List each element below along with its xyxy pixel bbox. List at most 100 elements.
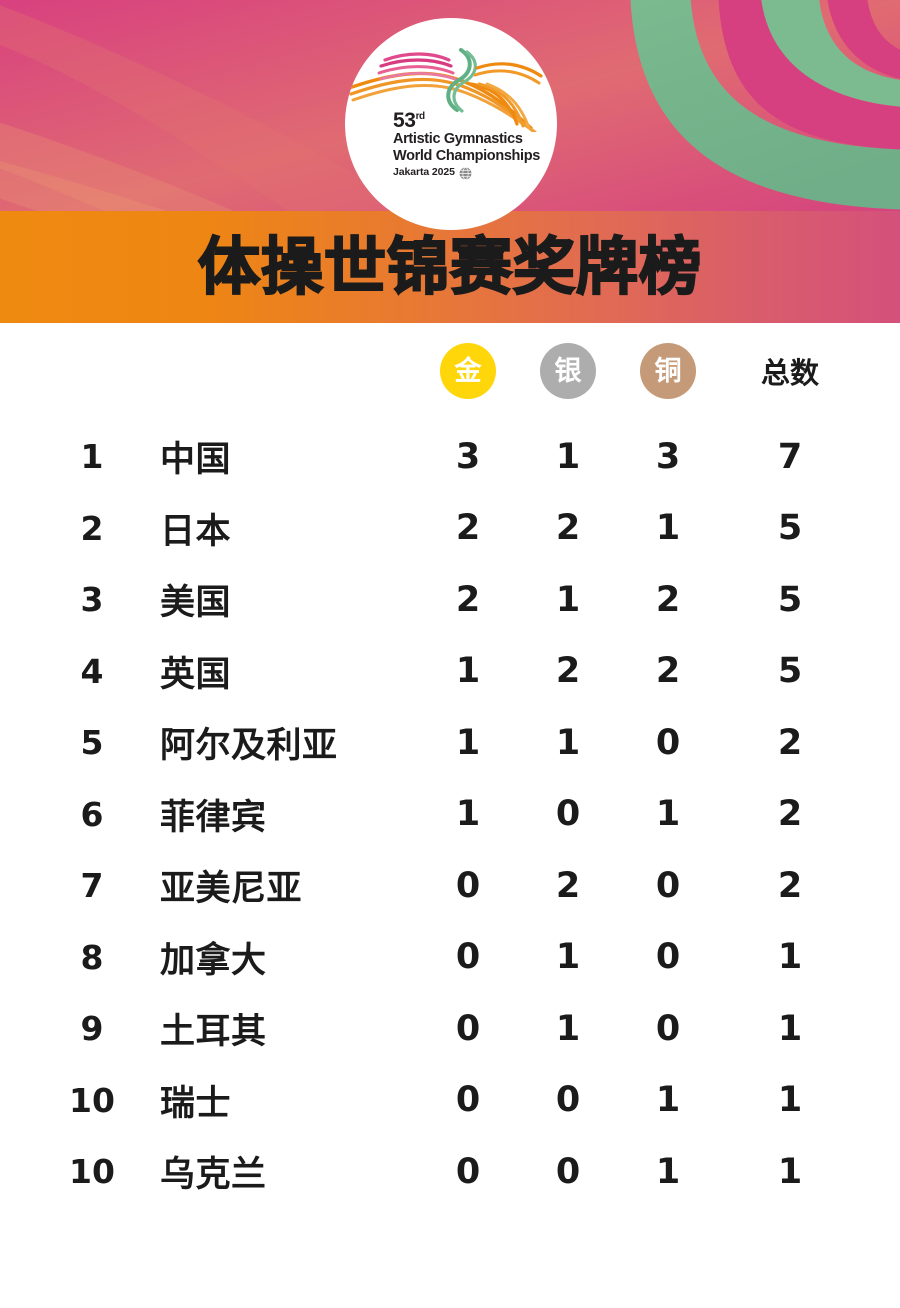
row-gold-count: 0 bbox=[455, 1151, 481, 1192]
table-row: 9 土耳其 0 1 0 1 bbox=[0, 993, 900, 1065]
row-total-count: 2 bbox=[777, 722, 803, 763]
table-row: 4 英国 1 2 2 5 bbox=[0, 636, 900, 708]
table-row: 6 菲律宾 1 0 1 2 bbox=[0, 779, 900, 851]
row-bronze-count: 0 bbox=[655, 865, 681, 906]
logo-line-1: Artistic Gymnastics bbox=[393, 131, 523, 147]
row-silver-count: 1 bbox=[555, 579, 581, 620]
row-silver-count: 2 bbox=[555, 508, 581, 549]
row-rank: 9 bbox=[80, 1009, 104, 1049]
row-bronze-count: 1 bbox=[655, 1080, 681, 1121]
table-row: 10 乌克兰 0 0 1 1 bbox=[0, 1136, 900, 1208]
hero-banner: 53rd Artistic Gymnastics World Champions… bbox=[0, 0, 900, 230]
logo-host-year: Jakarta 2025 bbox=[393, 166, 455, 179]
row-total-count: 5 bbox=[777, 508, 803, 549]
row-country: 美国 bbox=[160, 583, 232, 624]
row-silver-count: 0 bbox=[555, 1080, 581, 1121]
row-rank: 5 bbox=[80, 723, 104, 763]
row-silver-count: 0 bbox=[555, 794, 581, 835]
row-rank: 4 bbox=[80, 651, 104, 691]
row-rank: 1 bbox=[80, 437, 104, 477]
table-row: 5 阿尔及利亚 1 1 0 2 bbox=[0, 707, 900, 779]
bronze-header-label: 铜 bbox=[654, 355, 682, 387]
table-row: 3 美国 2 1 2 5 bbox=[0, 564, 900, 636]
row-silver-count: 1 bbox=[555, 722, 581, 763]
table-row: 7 亚美尼亚 0 2 0 2 bbox=[0, 850, 900, 922]
medal-table: 金 银 铜 总数 1 中国 3 1 3 7 2 日本 2 2 1 5 3 美国 2 1 2 5 4 英国 1 2 2 5 5 阿尔… bbox=[0, 323, 900, 1208]
row-country: 菲律宾 bbox=[160, 797, 267, 838]
row-country: 英国 bbox=[160, 654, 232, 695]
bronze-medal-icon: 铜 bbox=[640, 343, 696, 399]
silver-medal-icon: 银 bbox=[540, 343, 596, 399]
silver-header-label: 银 bbox=[554, 355, 582, 387]
row-total-count: 1 bbox=[777, 1151, 803, 1192]
logo-ribbon-graphic bbox=[347, 48, 543, 132]
row-total-count: 1 bbox=[777, 937, 803, 978]
table-row: 8 加拿大 0 1 0 1 bbox=[0, 922, 900, 994]
logo-line-2: World Championships bbox=[393, 148, 540, 165]
row-bronze-count: 0 bbox=[655, 722, 681, 763]
row-total-count: 2 bbox=[777, 865, 803, 906]
row-rank: 6 bbox=[80, 794, 104, 834]
gold-medal-icon: 金 bbox=[440, 343, 496, 399]
row-bronze-count: 0 bbox=[655, 1008, 681, 1049]
row-total-count: 1 bbox=[777, 1008, 803, 1049]
row-bronze-count: 2 bbox=[655, 579, 681, 620]
row-silver-count: 1 bbox=[555, 436, 581, 477]
row-country: 日本 bbox=[160, 511, 232, 552]
row-rank: 3 bbox=[80, 580, 104, 620]
row-country: 亚美尼亚 bbox=[160, 869, 303, 910]
globe-icon bbox=[459, 166, 472, 180]
logo-edition: 53rd bbox=[393, 110, 557, 131]
row-country: 中国 bbox=[160, 440, 232, 481]
logo-edition-suffix: rd bbox=[415, 111, 426, 122]
row-gold-count: 2 bbox=[455, 579, 481, 620]
row-gold-count: 2 bbox=[455, 508, 481, 549]
total-header-label: 总数 bbox=[760, 356, 819, 390]
row-rank: 10 bbox=[69, 1152, 115, 1192]
row-total-count: 2 bbox=[777, 794, 803, 835]
row-country: 土耳其 bbox=[160, 1012, 267, 1053]
row-gold-count: 0 bbox=[455, 1080, 481, 1121]
row-silver-count: 1 bbox=[555, 937, 581, 978]
row-gold-count: 3 bbox=[455, 436, 481, 477]
row-total-count: 1 bbox=[777, 1080, 803, 1121]
row-silver-count: 2 bbox=[555, 651, 581, 692]
row-bronze-count: 2 bbox=[655, 651, 681, 692]
row-silver-count: 1 bbox=[555, 1008, 581, 1049]
row-rank: 10 bbox=[69, 1080, 115, 1120]
logo-line-3-row: Jakarta 2025 bbox=[393, 165, 557, 181]
row-country: 瑞士 bbox=[160, 1083, 232, 1124]
table-body: 1 中国 3 1 3 7 2 日本 2 2 1 5 3 美国 2 1 2 5 4 英国 1 2 2 5 5 阿尔及利亚 1 1 0 2 6 菲… bbox=[0, 421, 900, 1208]
row-silver-count: 0 bbox=[555, 1151, 581, 1192]
row-rank: 2 bbox=[80, 508, 104, 548]
row-rank: 8 bbox=[80, 937, 104, 977]
event-logo: 53rd Artistic Gymnastics World Champions… bbox=[345, 18, 557, 230]
gold-header-label: 金 bbox=[454, 355, 482, 387]
row-total-count: 7 bbox=[777, 436, 803, 477]
logo-edition-number: 53 bbox=[393, 109, 416, 132]
row-bronze-count: 1 bbox=[655, 508, 681, 549]
row-bronze-count: 3 bbox=[655, 436, 681, 477]
row-gold-count: 1 bbox=[455, 651, 481, 692]
row-country: 加拿大 bbox=[160, 940, 267, 981]
row-bronze-count: 1 bbox=[655, 1151, 681, 1192]
row-country: 乌克兰 bbox=[160, 1155, 267, 1196]
row-total-count: 5 bbox=[777, 651, 803, 692]
row-total-count: 5 bbox=[777, 579, 803, 620]
table-row: 10 瑞士 0 0 1 1 bbox=[0, 1065, 900, 1137]
row-silver-count: 2 bbox=[555, 865, 581, 906]
logo-text-block: 53rd Artistic Gymnastics World Champions… bbox=[345, 110, 557, 181]
page-title: 体操世锦赛奖牌榜 bbox=[197, 229, 702, 304]
row-bronze-count: 0 bbox=[655, 937, 681, 978]
row-gold-count: 1 bbox=[455, 794, 481, 835]
row-gold-count: 0 bbox=[455, 1008, 481, 1049]
row-rank: 7 bbox=[80, 866, 104, 906]
table-row: 2 日本 2 2 1 5 bbox=[0, 493, 900, 565]
row-country: 阿尔及利亚 bbox=[160, 726, 338, 767]
row-gold-count: 0 bbox=[455, 937, 481, 978]
table-row: 1 中国 3 1 3 7 bbox=[0, 421, 900, 493]
row-bronze-count: 1 bbox=[655, 794, 681, 835]
table-header-row: 金 银 铜 总数 bbox=[0, 323, 900, 421]
row-gold-count: 0 bbox=[455, 865, 481, 906]
row-gold-count: 1 bbox=[455, 722, 481, 763]
